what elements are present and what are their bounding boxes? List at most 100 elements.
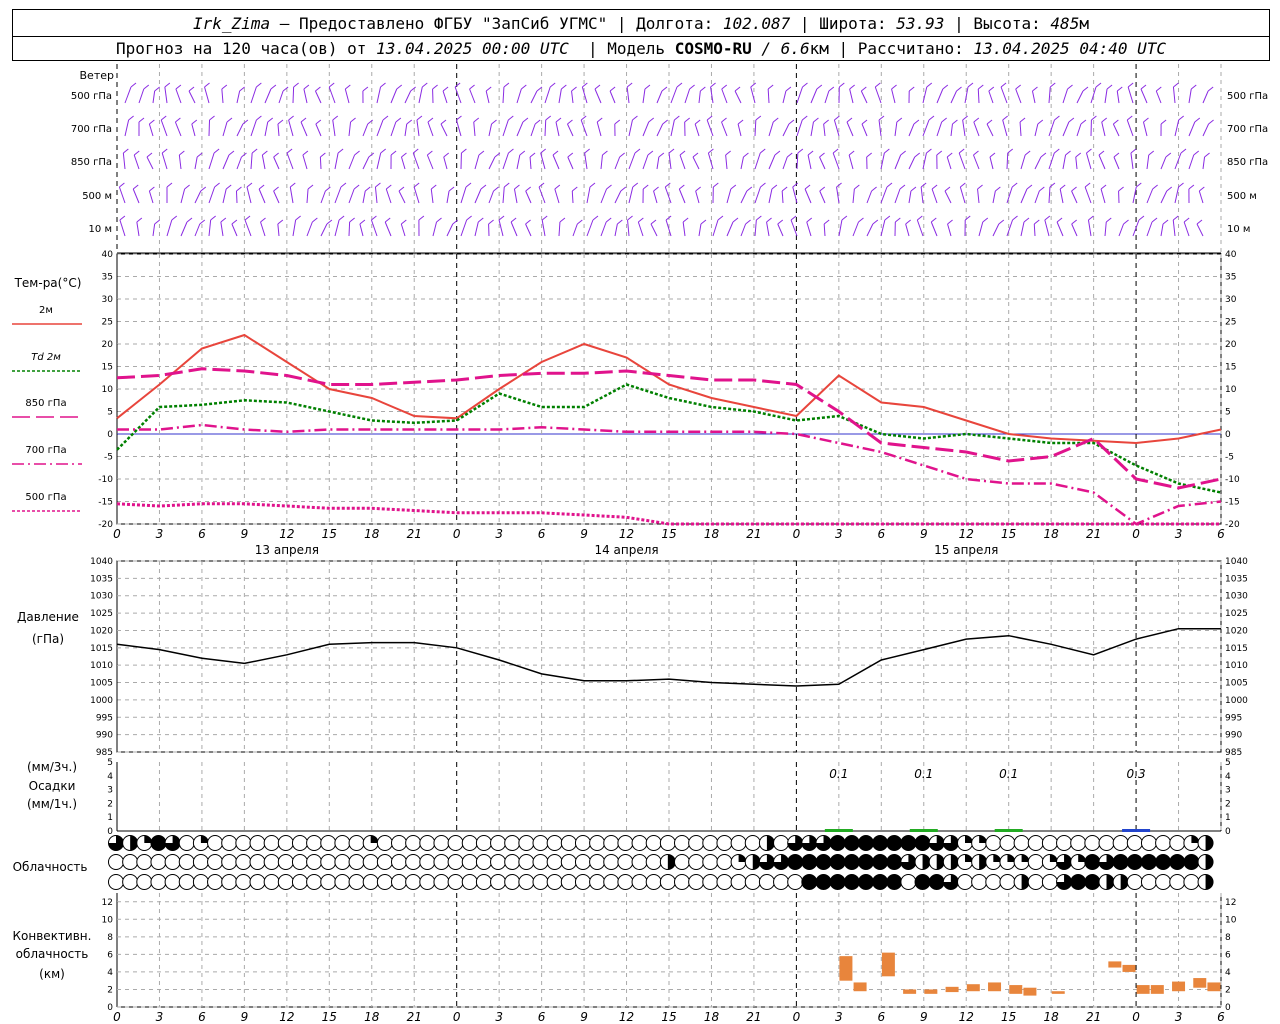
wind-barb-flag <box>214 182 220 188</box>
wind-barb <box>1062 121 1070 137</box>
wind-barb <box>289 186 294 204</box>
wind-barb <box>525 190 532 204</box>
wind-barb-flag <box>138 117 145 123</box>
wind-barb <box>894 154 902 170</box>
temperature-series-line <box>116 502 1221 526</box>
wind-barb <box>1076 90 1084 104</box>
cloud-cover-circle <box>1027 835 1044 851</box>
wind-level-label: 10 м <box>89 224 112 235</box>
wind-barb-flag <box>746 186 753 192</box>
cloud-cover-circle <box>461 874 478 890</box>
wind-barb-flag <box>1026 184 1033 190</box>
pressure-tick-right: 990 <box>1225 731 1242 741</box>
cloud-cover-circle <box>645 854 662 870</box>
wind-barb-flag <box>668 148 675 154</box>
wind-barb <box>404 90 412 104</box>
wind-barb-flag <box>638 217 644 223</box>
wind-barb-flag <box>534 119 541 125</box>
wind-barb-flag <box>836 182 842 188</box>
wind-barb-flag <box>416 115 423 121</box>
cloud-cover-circle <box>1183 874 1200 890</box>
wind-barb-flag <box>1068 117 1075 123</box>
convective-tick-right: 0 <box>1225 1003 1231 1013</box>
wind-barb <box>650 223 658 237</box>
wind-barb-flag <box>175 117 181 123</box>
wind-barb-flag <box>567 119 573 125</box>
wind-barb-flag <box>710 82 716 88</box>
wind-barb <box>390 88 398 104</box>
cloud-cover-circle <box>1155 835 1172 851</box>
wind-barb <box>959 186 966 204</box>
wind-barb-flag <box>161 148 168 154</box>
wind-barb-flag <box>759 148 766 154</box>
cloud-cover-circle <box>971 874 988 890</box>
wind-barb-flag <box>344 84 351 90</box>
temperature-series-line <box>116 383 1222 494</box>
wind-barb-flag <box>926 148 932 154</box>
convective-tick-left: 2 <box>107 985 113 995</box>
wind-barb <box>977 88 980 104</box>
cloud-cover-fill <box>900 835 916 851</box>
pressure-tick-right: 1020 <box>1225 626 1248 636</box>
wind-barb-flag <box>350 117 356 123</box>
wind-barb <box>530 123 536 137</box>
wind-barb <box>721 88 728 104</box>
wind-barb-flag <box>721 117 727 123</box>
cloud-cover-fill <box>150 835 166 851</box>
wind-barb <box>1127 86 1134 104</box>
cloud-cover-fill <box>886 854 902 870</box>
time-tick-label: 15 <box>1001 527 1016 541</box>
cloud-cover-fill <box>1021 874 1030 890</box>
wind-barb-flag <box>1086 148 1092 154</box>
convective-bar <box>924 989 938 994</box>
wind-barb-flag <box>337 148 344 154</box>
wind-barb <box>838 219 843 237</box>
wind-barb-flag <box>1053 148 1060 154</box>
cloud-cover-circle <box>192 854 209 870</box>
wind-barb <box>1188 121 1196 137</box>
wind-barb-flag <box>777 219 784 225</box>
wind-barb-flag <box>1024 150 1031 156</box>
wind-barb-flag <box>525 219 531 225</box>
cloud-cover-fill <box>915 874 931 890</box>
wind-barb <box>767 88 770 104</box>
wind-barb-flag <box>713 182 719 188</box>
temperature-tick-left: 15 <box>102 363 113 373</box>
cloud-cover-circle <box>1169 835 1186 851</box>
cloud-cover-fill <box>1007 854 1015 862</box>
time-tick-label-bottom: 6 <box>198 1010 206 1024</box>
wind-barb-flag <box>1113 152 1120 158</box>
wind-barb-flag <box>1033 219 1040 225</box>
wind-barb-flag <box>242 119 249 125</box>
wind-barb <box>1056 221 1064 237</box>
wind-barb-flag <box>1071 186 1077 192</box>
wind-barb-flag <box>1148 150 1155 156</box>
wind-barb-flag <box>469 84 475 90</box>
time-tick-label: 0 <box>453 527 461 541</box>
model-resolution-unit: км <box>809 39 829 58</box>
wind-barb <box>1034 156 1042 170</box>
convective-tick-right: 4 <box>1225 968 1231 978</box>
wind-barb-flag <box>320 152 326 158</box>
precip-bar <box>909 829 938 832</box>
model-resolution: / 6.6 <box>761 39 810 58</box>
cloud-cover-circle <box>730 835 747 851</box>
cloud-cover-fill <box>886 874 902 890</box>
wind-barb <box>1019 121 1022 137</box>
wind-barb-flag <box>582 82 588 88</box>
wind-barb-flag <box>288 115 294 121</box>
wind-barb <box>670 86 678 104</box>
cloud-cover-circle <box>985 835 1002 851</box>
wind-barb <box>653 190 658 204</box>
wind-barb-flag <box>440 119 447 125</box>
wind-barb <box>807 154 812 170</box>
cloud-cover-circle <box>773 874 790 890</box>
cloud-cover-circle <box>574 835 591 851</box>
wind-barb-flag <box>241 152 247 158</box>
wind-barb <box>694 123 700 137</box>
wind-barb <box>455 119 462 137</box>
wind-barb-flag <box>632 182 639 188</box>
wind-barb <box>916 219 924 237</box>
wind-barb-flag <box>571 86 577 92</box>
wind-barb-flag <box>312 217 318 223</box>
